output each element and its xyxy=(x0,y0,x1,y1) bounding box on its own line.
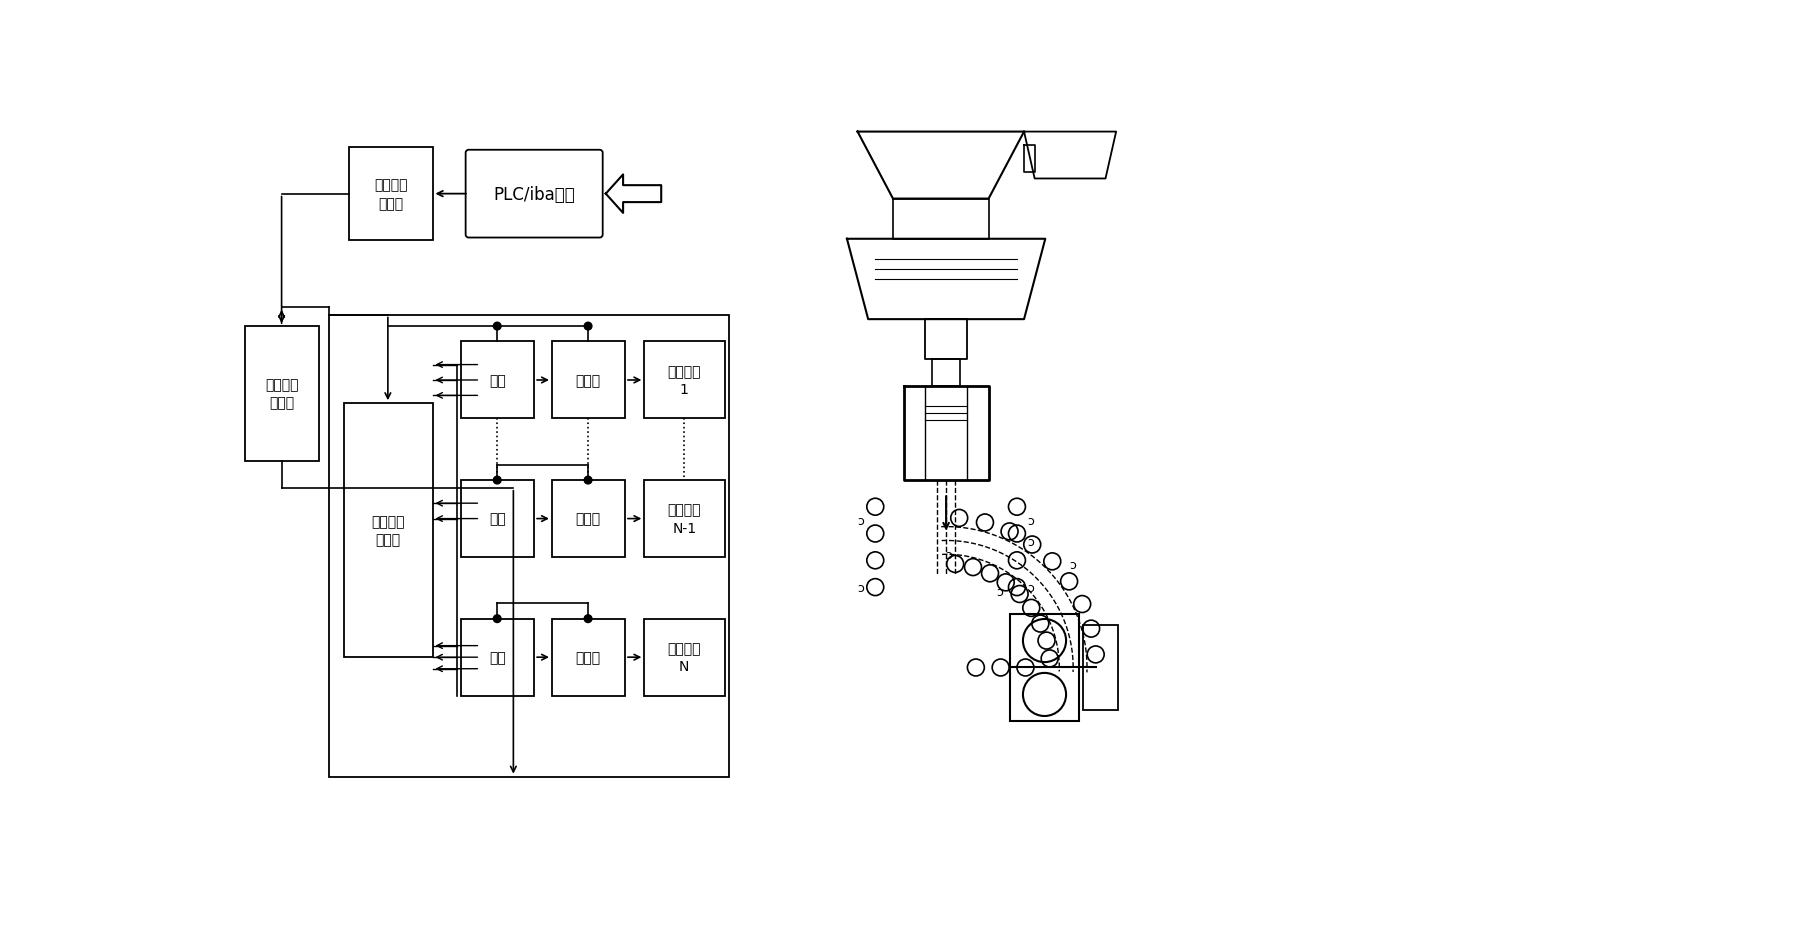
Text: 振动数据
采集器: 振动数据 采集器 xyxy=(372,514,404,547)
Text: ↄ: ↄ xyxy=(857,514,864,527)
Bar xyxy=(552,619,624,696)
Text: 连铸辊段
N: 连铸辊段 N xyxy=(667,641,702,674)
Text: 监控和诊
断模块: 监控和诊 断模块 xyxy=(265,378,298,410)
Bar xyxy=(644,619,725,696)
Bar xyxy=(1082,625,1118,710)
Text: PLC/iba系统: PLC/iba系统 xyxy=(492,186,575,203)
Bar xyxy=(1010,614,1079,722)
Text: ↄ: ↄ xyxy=(1070,558,1077,571)
Polygon shape xyxy=(893,200,989,239)
Bar xyxy=(462,342,534,419)
Bar xyxy=(462,619,534,696)
Text: ↄ: ↄ xyxy=(996,586,1003,599)
Polygon shape xyxy=(933,360,960,387)
Polygon shape xyxy=(1025,133,1117,179)
Polygon shape xyxy=(904,387,989,481)
Text: 工艺数据
采集器: 工艺数据 采集器 xyxy=(373,178,408,211)
Bar xyxy=(350,148,433,240)
Text: 电机: 电机 xyxy=(489,374,505,388)
Text: 减速机: 减速机 xyxy=(575,651,601,664)
Text: 连铸辊段
N-1: 连铸辊段 N-1 xyxy=(667,503,702,535)
Bar xyxy=(644,342,725,419)
Text: ↄ: ↄ xyxy=(1028,514,1034,527)
FancyBboxPatch shape xyxy=(465,150,603,238)
Text: 电机: 电机 xyxy=(489,651,505,664)
Bar xyxy=(552,481,624,558)
Text: 减速机: 减速机 xyxy=(575,374,601,388)
Bar xyxy=(462,481,534,558)
Circle shape xyxy=(492,615,502,623)
Polygon shape xyxy=(606,175,662,213)
Bar xyxy=(345,404,433,657)
Polygon shape xyxy=(925,320,967,360)
Bar xyxy=(644,481,725,558)
Circle shape xyxy=(584,477,592,484)
Bar xyxy=(245,327,319,461)
Polygon shape xyxy=(857,133,1025,200)
Text: ↄ: ↄ xyxy=(945,548,953,561)
Text: 连铸辊段
1: 连铸辊段 1 xyxy=(667,365,702,397)
Bar xyxy=(552,342,624,419)
Text: 减速机: 减速机 xyxy=(575,512,601,526)
Circle shape xyxy=(492,477,502,484)
Circle shape xyxy=(492,323,502,330)
Circle shape xyxy=(584,615,592,623)
Text: 电机: 电机 xyxy=(489,512,505,526)
Text: ↄ: ↄ xyxy=(1026,535,1034,548)
Polygon shape xyxy=(846,239,1045,320)
Bar xyxy=(328,316,729,777)
Text: ↄ: ↄ xyxy=(1028,581,1034,594)
Text: ↄ: ↄ xyxy=(857,581,864,594)
Polygon shape xyxy=(1025,146,1035,173)
Circle shape xyxy=(584,323,592,330)
